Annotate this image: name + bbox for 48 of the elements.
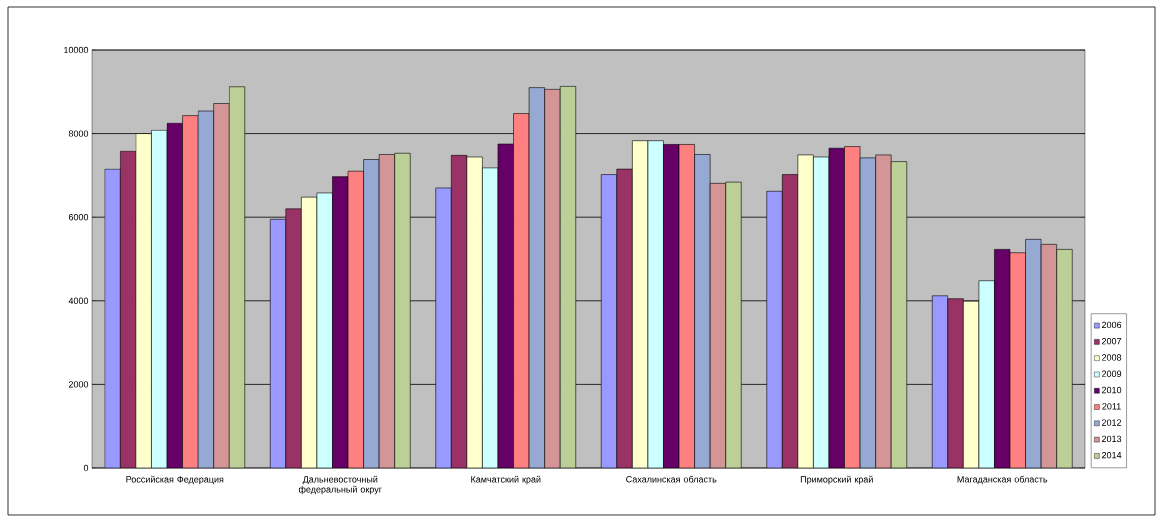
legend-label: 2006 <box>1102 321 1122 329</box>
x-tick-label: Магаданская область <box>957 475 1048 485</box>
bar <box>151 129 168 468</box>
legend-label: 2014 <box>1102 452 1122 459</box>
x-tick-label: Российская Федерация <box>126 475 224 485</box>
legend-label: 2013 <box>1102 435 1122 443</box>
bar <box>544 88 561 468</box>
bar <box>559 86 577 468</box>
bar <box>632 140 648 468</box>
bar <box>378 154 396 468</box>
bar <box>859 157 876 468</box>
legend-label: 2011 <box>1102 403 1121 410</box>
bar <box>725 181 742 468</box>
x-tick-label: Камчатский край <box>471 475 541 485</box>
x-tick-label: Приморский край <box>800 475 873 485</box>
bar <box>694 154 711 468</box>
y-tick-label: 2000 <box>68 381 89 388</box>
bar <box>875 154 892 468</box>
x-tick-label: Сахалинская область <box>626 475 717 483</box>
y-tick-label: 8000 <box>68 130 89 137</box>
legend-label: 2008 <box>1102 354 1122 361</box>
bar <box>844 146 861 468</box>
y-tick-label: 0 <box>83 464 89 472</box>
bar <box>394 152 411 468</box>
bar <box>213 103 230 468</box>
bar <box>363 159 380 468</box>
bar <box>947 298 964 468</box>
bar <box>782 174 799 468</box>
y-tick-label: 6000 <box>68 214 89 221</box>
legend-label: 2007 <box>1102 338 1122 345</box>
bar <box>616 169 633 468</box>
bar <box>528 87 545 468</box>
y-tick-label: 10000 <box>64 46 89 54</box>
legend-label: 2010 <box>1102 386 1122 394</box>
bar <box>513 113 530 468</box>
bar <box>285 208 302 468</box>
bar <box>647 140 664 468</box>
y-tick-label: 4000 <box>68 297 89 304</box>
legend-label: 2009 <box>1102 370 1122 377</box>
bar <box>890 161 908 468</box>
bar <box>135 133 152 468</box>
bar <box>678 144 695 468</box>
bar <box>1056 249 1073 468</box>
bar <box>182 115 199 468</box>
bar <box>228 86 246 468</box>
x-tick-label: Дальневосточный федеральный округ <box>298 475 382 495</box>
legend-label: 2012 <box>1102 419 1122 426</box>
bar <box>451 155 468 468</box>
